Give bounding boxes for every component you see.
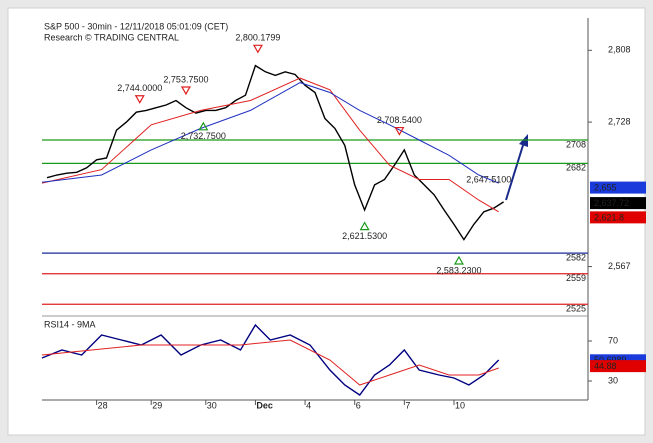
y-tick-label: 2,567 bbox=[608, 261, 631, 271]
high-marker bbox=[134, 95, 145, 104]
annotation: 2,708.5400 bbox=[377, 115, 422, 125]
x-tick-label: 6 bbox=[356, 400, 361, 410]
high-marker bbox=[252, 44, 263, 54]
y-tick-label: 70 bbox=[608, 335, 618, 345]
y-tick-label: 2,808 bbox=[608, 45, 631, 55]
price-tag bbox=[590, 197, 646, 210]
series-line bbox=[41, 82, 499, 184]
y-tick-label: 2,728 bbox=[608, 116, 631, 126]
low-marker bbox=[453, 255, 464, 265]
price-tag-label: 2,637.72 bbox=[594, 198, 629, 208]
x-tick-label: 29 bbox=[152, 400, 162, 410]
level-label: 2582 bbox=[566, 252, 586, 262]
series-line bbox=[41, 323, 500, 396]
level-label: 2708 bbox=[566, 139, 586, 149]
high-marker bbox=[394, 126, 405, 136]
x-tick-label: 28 bbox=[98, 400, 108, 410]
high-marker bbox=[180, 86, 191, 96]
chart-title: S&P 500 - 30min - 12/11/2018 05:01:09 (C… bbox=[44, 21, 228, 31]
price-tag-label: 2,621.8 bbox=[594, 212, 624, 222]
level-label: 2682 bbox=[566, 163, 586, 173]
price-tag bbox=[590, 211, 646, 224]
price-tag-label: 2,655 bbox=[594, 182, 617, 192]
x-tick-label: 7 bbox=[405, 400, 410, 410]
panel bbox=[7, 7, 646, 436]
rsi-title: RSI14 - 9MA bbox=[44, 319, 96, 329]
x-tick-label: 10 bbox=[455, 400, 465, 410]
chart-subtitle: Research © TRADING CENTRAL bbox=[44, 32, 179, 42]
annotation: 2,744.0000 bbox=[117, 83, 162, 93]
level-label: 2525 bbox=[566, 304, 586, 314]
x-tick-label: 4 bbox=[306, 400, 311, 410]
x-tick-label: 30 bbox=[207, 400, 217, 410]
annotation: 2,647.5100 bbox=[466, 175, 511, 185]
y-tick-label: 30 bbox=[608, 375, 618, 385]
series-line bbox=[41, 77, 499, 213]
low-marker bbox=[359, 221, 370, 231]
level-label: 2559 bbox=[566, 273, 586, 283]
series-line bbox=[46, 64, 504, 241]
annotation: 2,583.2300 bbox=[436, 265, 481, 275]
annotation: 2,753.7500 bbox=[163, 74, 208, 84]
low-marker bbox=[198, 121, 209, 131]
annotation: 2,732.7500 bbox=[181, 131, 226, 141]
annotation: 2,800.1799 bbox=[235, 33, 280, 43]
annotation: 2,621.5300 bbox=[342, 231, 387, 241]
series-line bbox=[41, 339, 499, 386]
price-tag-label: 44.88 bbox=[594, 361, 617, 371]
price-tag bbox=[590, 181, 646, 194]
price-tag bbox=[590, 360, 646, 373]
trend-arrow bbox=[505, 141, 525, 201]
x-tick-label: Dec bbox=[256, 400, 273, 410]
